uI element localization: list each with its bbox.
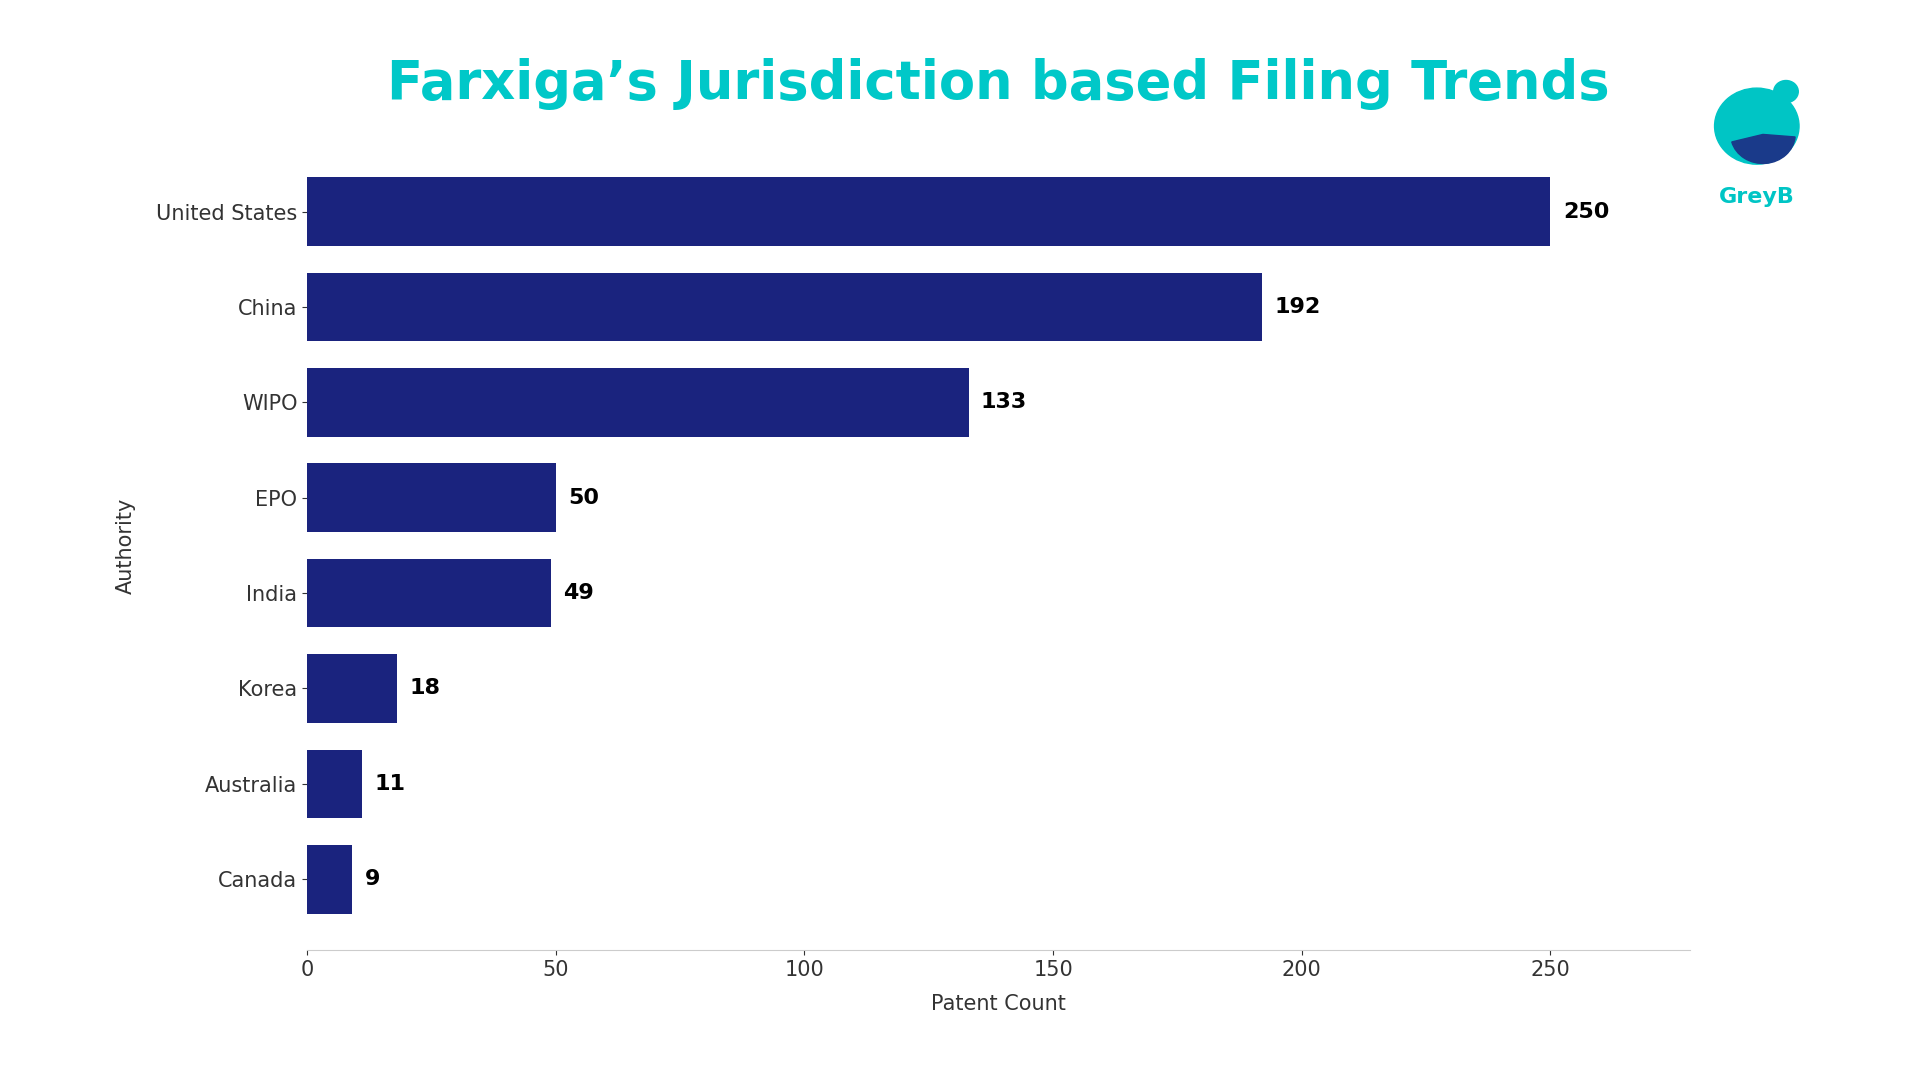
Y-axis label: Authority: Authority	[115, 497, 136, 594]
Text: 18: 18	[409, 678, 440, 699]
Text: 11: 11	[374, 774, 405, 794]
Bar	[307, 750, 361, 819]
Text: 133: 133	[981, 392, 1027, 413]
Bar	[307, 654, 397, 723]
Text: 49: 49	[563, 583, 593, 603]
Bar	[307, 368, 968, 436]
X-axis label: Patent Count: Patent Count	[931, 994, 1066, 1014]
Bar	[307, 177, 1549, 246]
Circle shape	[1715, 89, 1799, 164]
Bar	[307, 272, 1261, 341]
Wedge shape	[1732, 134, 1795, 163]
Bar	[307, 558, 551, 627]
Circle shape	[1774, 81, 1799, 103]
Text: 50: 50	[568, 488, 599, 508]
Title: Farxiga’s Jurisdiction based Filing Trends: Farxiga’s Jurisdiction based Filing Tren…	[388, 57, 1609, 110]
Text: GreyB: GreyB	[1718, 187, 1795, 206]
Bar	[307, 463, 555, 532]
Text: 192: 192	[1275, 297, 1321, 316]
Text: 9: 9	[365, 869, 380, 889]
Text: 250: 250	[1563, 202, 1609, 221]
Bar	[307, 845, 351, 914]
